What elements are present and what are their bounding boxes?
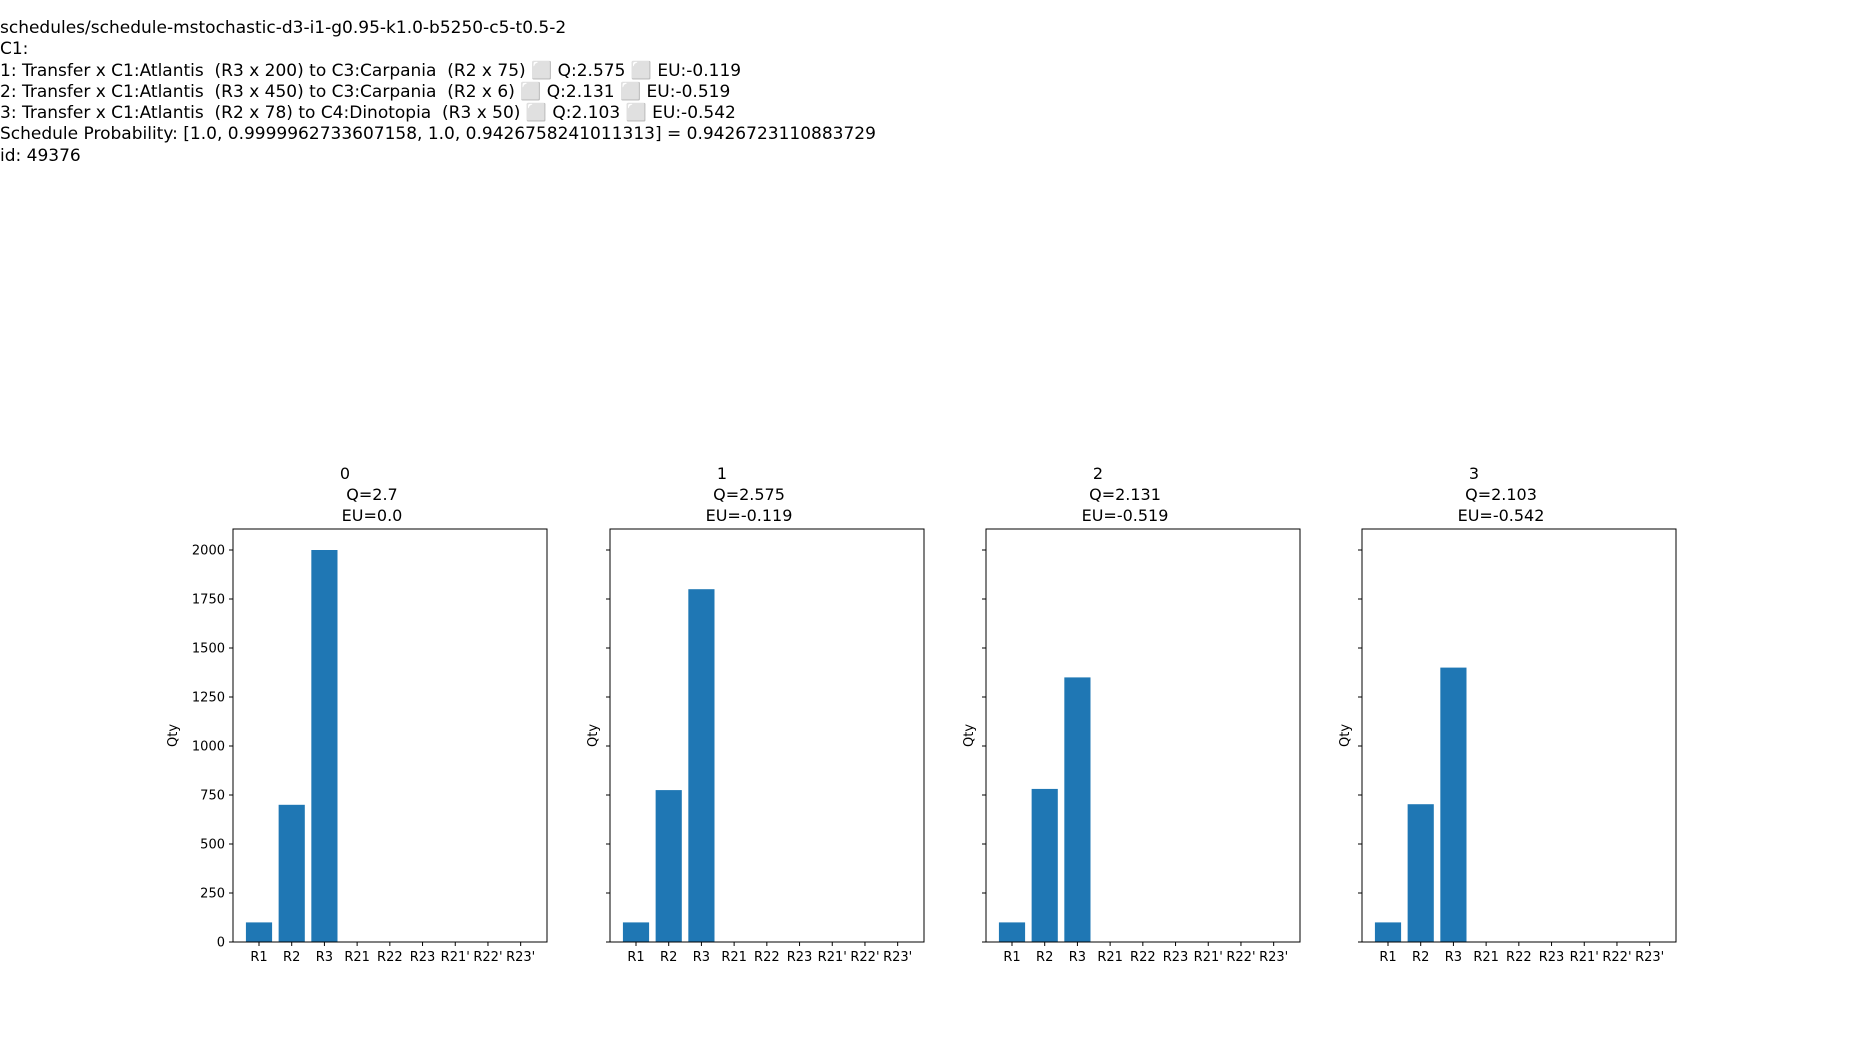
bar-r3 xyxy=(1064,677,1091,942)
chart-title-line-2: EU=-0.542 xyxy=(1458,506,1545,525)
header-line-probability: Schedule Probability: [1.0, 0.9999962733… xyxy=(0,124,876,145)
bar-r3 xyxy=(1440,667,1467,942)
chart-title-line-0: 3 xyxy=(1469,464,1479,483)
bar-chart-panel-1: R1 R2 R3 R21 R22 R23 R21' R22' R23' Qty 1 Q=2.575 EU… xyxy=(586,464,925,965)
chart-title-line-1: Q=2.7 xyxy=(346,485,397,504)
x-tick-label: R21' xyxy=(441,950,470,965)
header-line-step-2: 2: Transfer x C1:Atlantis (R3 x 450) to … xyxy=(0,81,731,102)
x-tick-label: R22 xyxy=(1130,950,1156,965)
x-tick-label: R2 xyxy=(660,950,677,965)
x-tick-label: R23 xyxy=(1163,950,1189,965)
x-tick-label: R23' xyxy=(1259,950,1288,965)
chart-title-line-1: Q=2.131 xyxy=(1089,485,1161,504)
x-tick-label: R22' xyxy=(850,950,879,965)
y-tick-label: 750 xyxy=(200,789,225,804)
chart-title-line-0: 1 xyxy=(717,464,727,483)
x-tick-label: R1 xyxy=(627,950,644,965)
header-line-path: schedules/schedule-mstochastic-d3-i1-g0.… xyxy=(0,18,567,38)
x-tick-label: R22 xyxy=(1506,950,1532,965)
bar-r2 xyxy=(1031,788,1058,942)
bar-r1 xyxy=(1374,922,1402,942)
x-tick-label: R21 xyxy=(721,950,747,965)
x-tick-label: R21' xyxy=(1570,950,1599,965)
bar-r2 xyxy=(655,790,682,942)
chart-title-line-1: Q=2.575 xyxy=(713,485,785,504)
x-tick-label: R3 xyxy=(316,950,333,965)
x-tick-label: R22 xyxy=(377,950,403,965)
x-tick-label: R2 xyxy=(1036,950,1053,965)
x-tick-label: R21' xyxy=(818,950,847,965)
bar-r2 xyxy=(278,804,305,942)
x-tick-label: R23 xyxy=(1539,950,1565,965)
y-axis-label: Qty xyxy=(586,724,601,747)
x-tick-label: R22' xyxy=(1602,950,1631,965)
bar-r3 xyxy=(311,550,338,942)
header-line-step-3: 3: Transfer x C1:Atlantis (R2 x 78) to C… xyxy=(0,103,736,124)
plot-frame xyxy=(1361,528,1677,943)
header-line-step-1: 1: Transfer x C1:Atlantis (R3 x 200) to … xyxy=(0,60,742,81)
x-tick-label: R1 xyxy=(250,950,267,965)
plot-frame xyxy=(985,528,1301,943)
header-line-id: id: 49376 xyxy=(0,145,81,166)
x-tick-label: R21 xyxy=(344,950,370,965)
y-tick-label: 250 xyxy=(200,887,225,902)
chart-title-line-0: 0 xyxy=(340,464,350,483)
y-axis-label: Qty xyxy=(166,724,181,747)
y-tick-label: 1250 xyxy=(192,691,225,706)
x-tick-label: R1 xyxy=(1003,950,1020,965)
y-tick-label: 1750 xyxy=(192,593,225,608)
chart-title-line-1: Q=2.103 xyxy=(1465,485,1537,504)
x-tick-label: R3 xyxy=(693,950,710,965)
chart-title-line-0: 2 xyxy=(1093,464,1103,483)
x-tick-label: R3 xyxy=(1445,950,1462,965)
y-tick-label: 0 xyxy=(217,936,225,951)
header-line-agent: C1: xyxy=(0,39,29,60)
x-tick-label: R23' xyxy=(506,950,535,965)
x-tick-label: R22' xyxy=(473,950,502,965)
x-tick-label: R23' xyxy=(1635,950,1664,965)
y-tick-label: 1000 xyxy=(192,740,225,755)
x-tick-label: R1 xyxy=(1379,950,1396,965)
y-axis-label: Qty xyxy=(1338,724,1353,747)
x-tick-label: R23 xyxy=(787,950,813,965)
bar-r1 xyxy=(622,922,650,942)
x-tick-label: R21 xyxy=(1097,950,1123,965)
x-tick-label: R23 xyxy=(410,950,436,965)
schedule-header: schedules/schedule-mstochastic-d3-i1-g0.… xyxy=(0,18,876,167)
chart-title-line-2: EU=0.0 xyxy=(342,506,403,525)
bar-r1 xyxy=(245,922,273,942)
x-tick-label: R21' xyxy=(1194,950,1223,965)
x-tick-label: R22 xyxy=(754,950,780,965)
plot-frame xyxy=(609,528,925,943)
y-tick-label: 1500 xyxy=(192,642,225,657)
x-tick-label: R22' xyxy=(1226,950,1255,965)
x-tick-label: R21 xyxy=(1473,950,1499,965)
chart-title-line-2: EU=-0.519 xyxy=(1082,506,1169,525)
bar-chart-panel-2: R1 R2 R3 R21 R22 R23 R21' R22' R23' Qty 2 Q=2.131 EU… xyxy=(962,464,1301,965)
chart-title-line-2: EU=-0.119 xyxy=(706,506,793,525)
x-tick-label: R3 xyxy=(1069,950,1086,965)
x-tick-label: R23' xyxy=(883,950,912,965)
x-tick-label: R2 xyxy=(283,950,300,965)
bar-chart-panel-3: R1 R2 R3 R21 R22 R23 R21' R22' R23' Qty 3 Q=2.103 EU… xyxy=(1338,464,1677,965)
x-tick-label: R2 xyxy=(1412,950,1429,965)
bar-r2 xyxy=(1407,804,1434,942)
bar-r3 xyxy=(688,589,715,942)
y-tick-label: 2000 xyxy=(192,544,225,559)
y-tick-label: 500 xyxy=(200,838,225,853)
plot-frame xyxy=(232,528,548,943)
y-axis-label: Qty xyxy=(962,724,977,747)
bar-chart-panel-0: R1 R2 R3 R21 R22 R23 R21' R22' R23' 0 250 500 750 100… xyxy=(166,464,548,965)
bar-r1 xyxy=(998,922,1026,942)
